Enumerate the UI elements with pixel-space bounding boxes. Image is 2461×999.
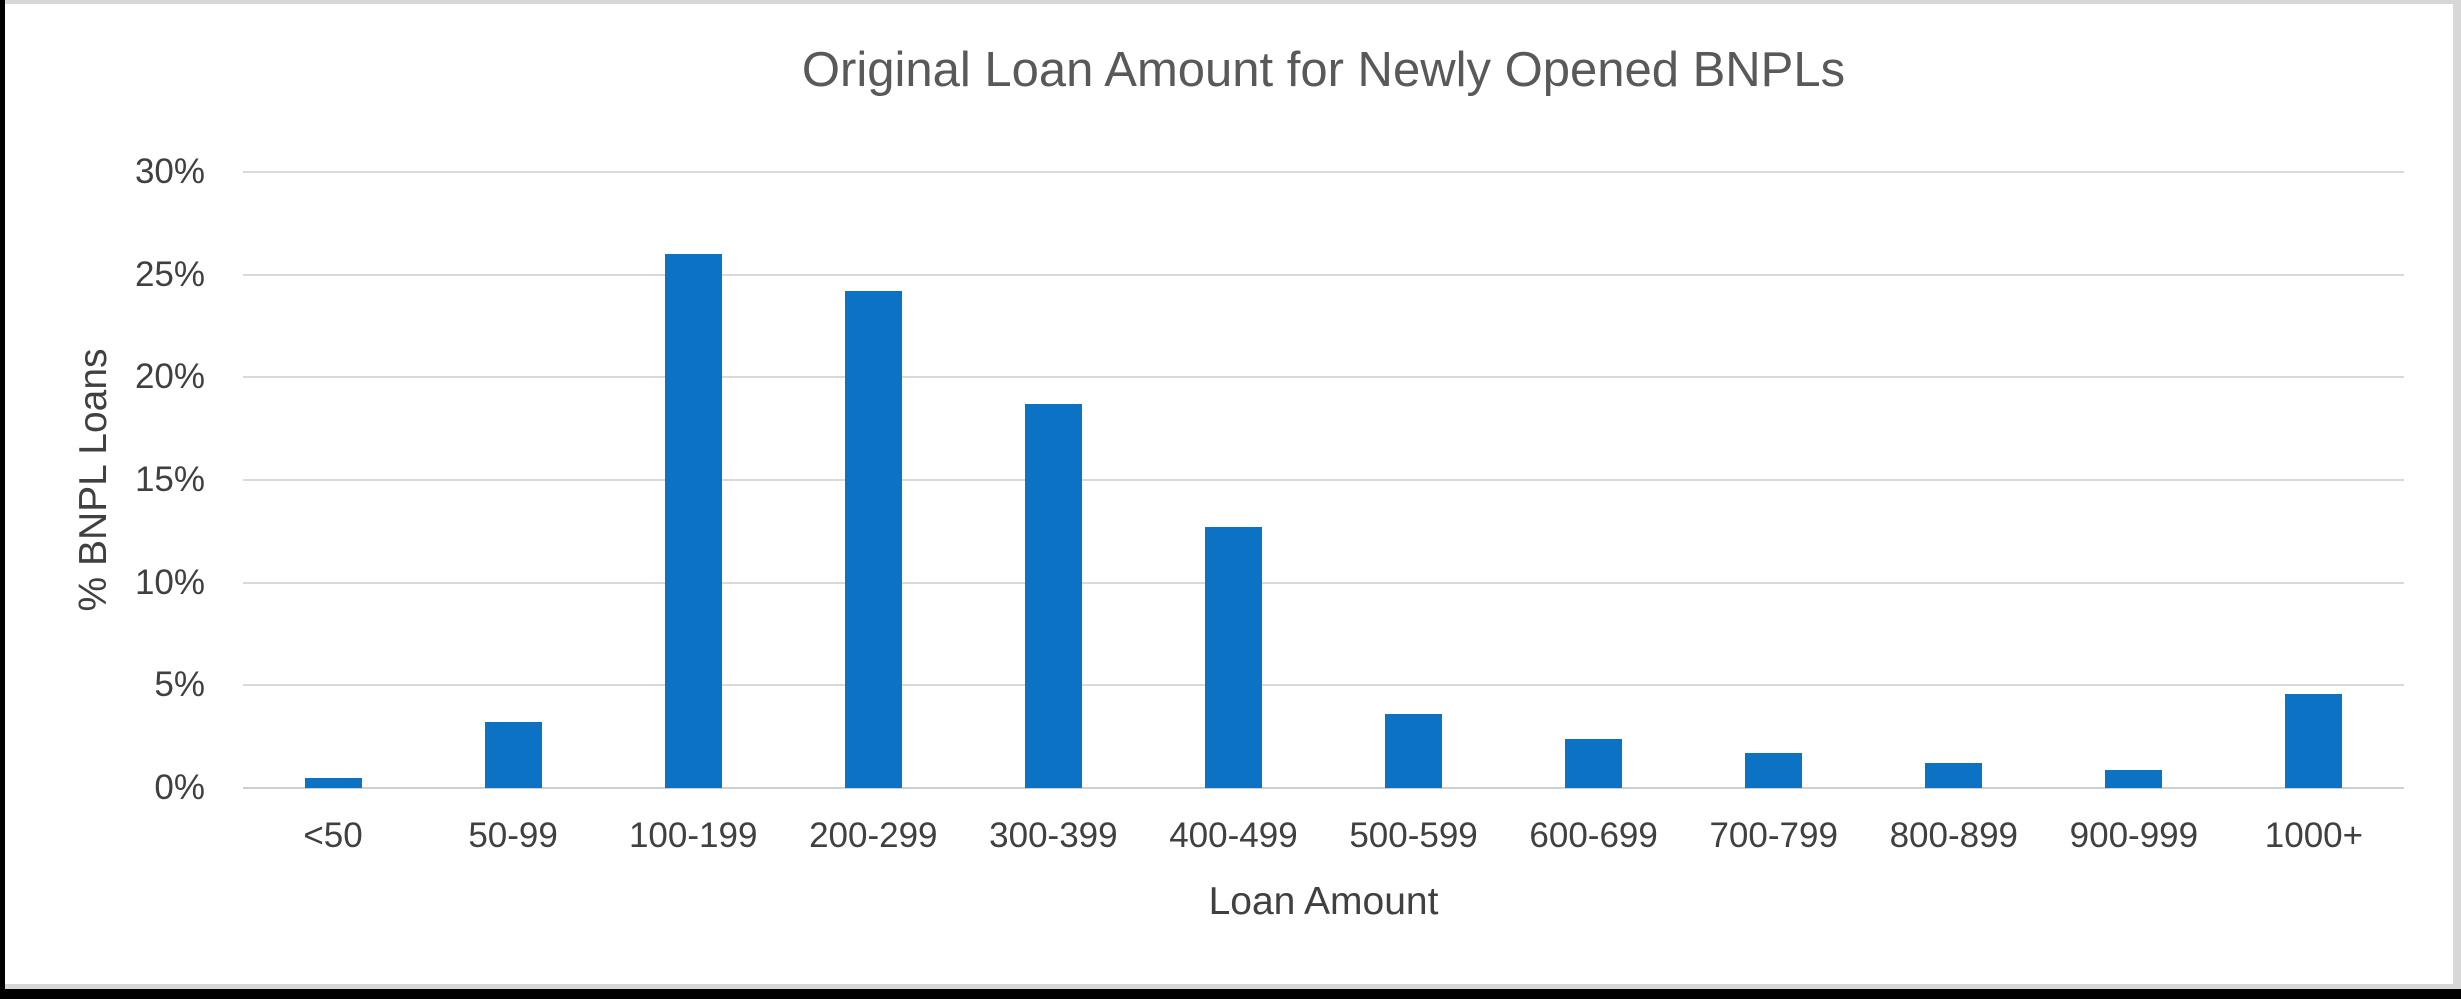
x-tick-label: 300-399 xyxy=(989,816,1118,855)
y-tick-label: 5% xyxy=(154,665,205,705)
bar-300-399 xyxy=(1024,404,1082,788)
gridline xyxy=(243,376,2404,379)
x-tick-label: <50 xyxy=(303,816,363,855)
y-tick-label: 10% xyxy=(134,562,205,602)
x-tick-label: 800-899 xyxy=(1889,816,2019,855)
x-tick-label: 400-499 xyxy=(1169,816,1298,855)
frame-right-edge xyxy=(2453,0,2461,999)
plot-area xyxy=(243,171,2404,789)
y-tick-label: 15% xyxy=(134,460,205,499)
bar-500-599 xyxy=(1385,714,1443,788)
gridline xyxy=(243,479,2404,481)
x-tick-label: 600-699 xyxy=(1529,816,1658,855)
x-tick-label: 50-99 xyxy=(468,816,558,855)
bar-600-699 xyxy=(1565,738,1623,788)
x-axis-tick-labels: <50 50-99 100-199 200-299 300-399 400-499 500-… xyxy=(243,816,2404,866)
chart-title: Original Loan Amount for Newly Opened BN… xyxy=(801,43,1846,97)
bar-700-799 xyxy=(1745,753,1803,788)
y-axis-tick-labels: 0% 5% 10% 15% 20% 25% 30% xyxy=(50,152,205,807)
x-tick-label: 500-599 xyxy=(1349,816,1478,855)
bar-100-199 xyxy=(664,254,722,788)
y-tick-label: 30% xyxy=(134,152,205,191)
x-tick-label: 900-999 xyxy=(2069,816,2199,855)
x-tick-label: 200-299 xyxy=(809,816,938,855)
gridline xyxy=(243,581,2404,584)
x-tick-label: 100-199 xyxy=(628,816,758,855)
gridline xyxy=(243,171,2404,173)
x-axis-line xyxy=(243,787,2404,789)
x-axis-title: Loan Amount xyxy=(1208,880,1439,923)
y-tick-label: 0% xyxy=(154,768,205,807)
frame-bottom-edge xyxy=(0,989,2461,999)
bar-800-899 xyxy=(1925,763,1983,788)
bar-900-999 xyxy=(2105,769,2163,788)
bar-1000+ xyxy=(2285,693,2343,788)
gridline xyxy=(243,684,2404,687)
y-tick-label: 20% xyxy=(134,357,205,397)
y-tick-label: 25% xyxy=(134,254,205,294)
frame-left-edge xyxy=(0,0,5,999)
x-tick-label: 1000+ xyxy=(2264,816,2364,855)
gridline xyxy=(243,273,2404,276)
frame-top-edge xyxy=(0,0,2461,4)
frame-bottom-inner-edge xyxy=(0,984,2461,989)
bar-<50 xyxy=(304,777,362,788)
x-tick-label: 700-799 xyxy=(1709,816,1838,855)
bar-200-299 xyxy=(844,291,902,788)
bar-50-99 xyxy=(484,722,542,788)
bar-400-499 xyxy=(1204,527,1262,788)
